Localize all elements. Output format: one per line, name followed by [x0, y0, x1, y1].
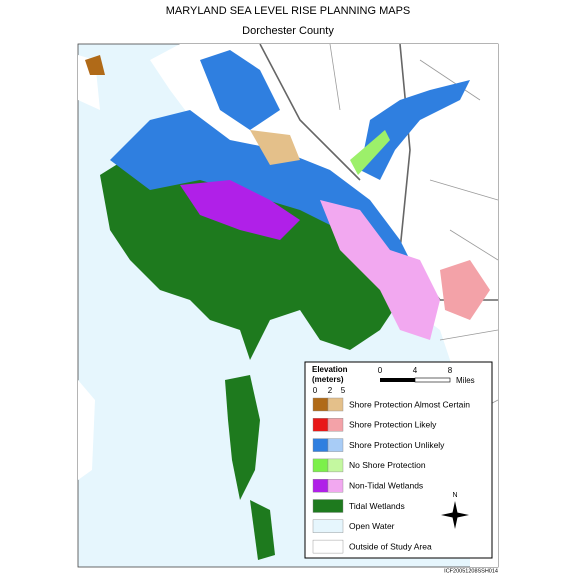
scale-bar — [380, 378, 415, 382]
legend-items: Shore Protection Almost Certain Shore Pro… — [312, 397, 470, 554]
tidal-wetlands — [225, 375, 260, 500]
elevation-tick: 5 — [341, 386, 346, 395]
legend-swatch — [327, 397, 344, 412]
legend-label: No Shore Protection — [349, 460, 426, 470]
legend-swatch — [327, 418, 344, 432]
legend-swatch — [327, 458, 344, 473]
scale-unit: Miles — [456, 376, 475, 385]
legend-title: (meters) — [312, 375, 344, 384]
legend-label: Open Water — [349, 521, 395, 531]
scale-tick: 4 — [413, 366, 418, 375]
legend-label: Outside of Study Area — [349, 541, 432, 551]
legend-swatch — [312, 499, 344, 513]
shore-protection-unlikely — [110, 110, 420, 300]
legend-title: Elevation — [312, 365, 348, 374]
shore-protection-almost-certain — [250, 130, 300, 165]
scale-tick: 0 — [378, 366, 383, 375]
shore-protection-unlikely — [200, 50, 280, 130]
legend-swatch — [312, 519, 344, 533]
road — [329, 43, 499, 421]
legend-label: Non-Tidal Wetlands — [349, 480, 423, 490]
map — [77, 43, 499, 568]
highway — [259, 43, 361, 181]
legend-swatch — [312, 438, 329, 452]
legend-swatch — [312, 418, 329, 432]
non-tidal-wetlands — [180, 180, 300, 240]
non-tidal-wetlands-light — [320, 200, 440, 340]
subtitle: Dorchester County — [242, 25, 334, 37]
north-label: N — [452, 492, 457, 499]
legend-swatch — [312, 397, 329, 412]
legend-label: Shore Protection Likely — [349, 420, 437, 430]
scale-tick: 8 — [448, 366, 453, 375]
shore-protection-likely — [440, 260, 490, 320]
elevation-tick: 0 — [313, 386, 318, 395]
legend-swatch — [327, 479, 344, 493]
legend: Elevation (meters) 0 2 5 0 4 8 Miles Sho… — [304, 361, 493, 559]
no-shore-protection — [350, 130, 390, 175]
elevation-tick: 2 — [328, 386, 333, 395]
legend-label: Shore Protection Almost Certain — [349, 399, 470, 409]
legend-swatch — [312, 539, 344, 554]
footer-code: ICF20051208SSH014 — [444, 568, 498, 574]
title: MARYLAND SEA LEVEL RISE PLANNING MAPS — [166, 5, 411, 17]
legend-label: Shore Protection Unlikely — [349, 440, 445, 450]
legend-swatch — [312, 479, 329, 493]
tidal-wetlands — [250, 500, 275, 560]
shore-protection-almost-certain — [85, 55, 105, 75]
shore-protection-unlikely — [360, 80, 470, 180]
legend-swatch — [312, 458, 329, 473]
scale-bar — [414, 377, 451, 383]
legend-swatch — [327, 438, 344, 452]
north-arrow: N — [441, 492, 469, 529]
legend-label: Tidal Wetlands — [349, 501, 405, 511]
land — [150, 44, 498, 567]
land — [78, 380, 95, 480]
